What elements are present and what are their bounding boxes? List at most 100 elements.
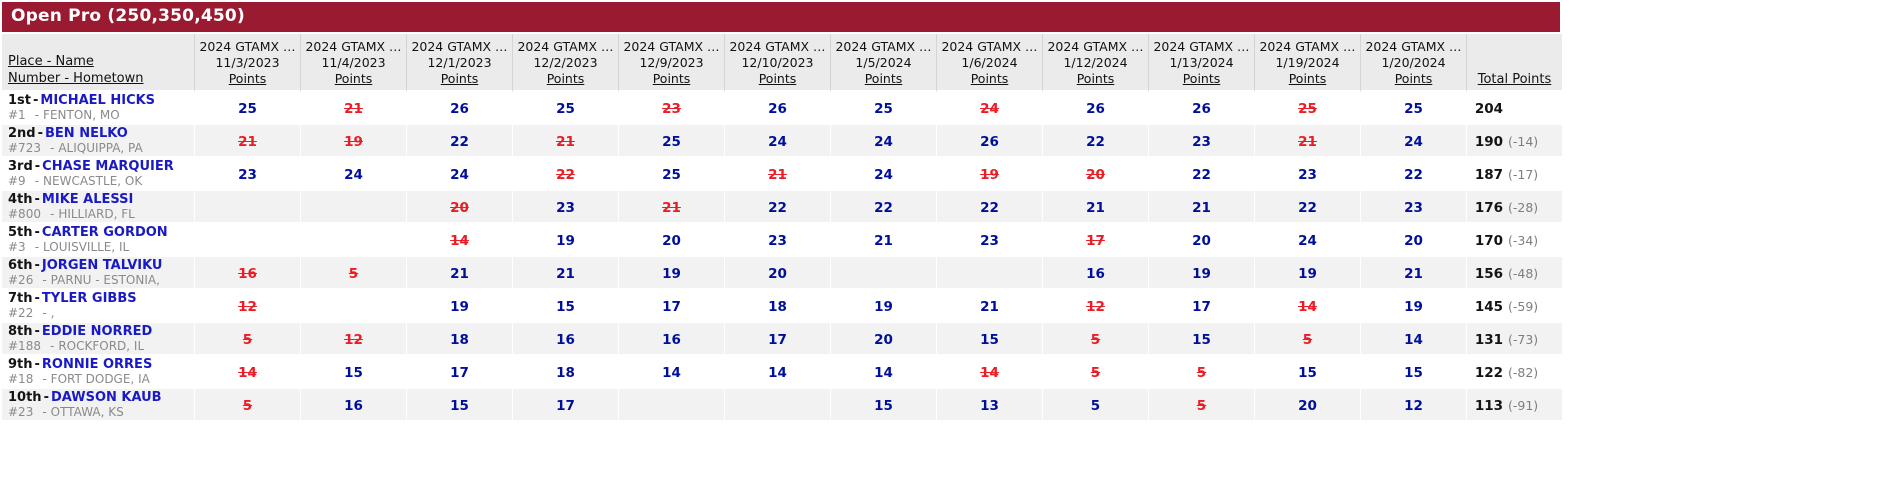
points-value: 18	[556, 365, 575, 381]
points-cell	[936, 257, 1042, 290]
rider-number-hometown: #800- HILLIARD, FL	[8, 207, 193, 221]
points-value: 14	[662, 365, 681, 381]
points-value: 24	[450, 167, 469, 183]
dropped-points-value: 5	[1090, 332, 1101, 348]
race-series-title: 2024 GTAMX …	[199, 39, 296, 54]
total-points-cell: 187 (-17)	[1466, 158, 1562, 191]
dropped-points-value: 24	[980, 101, 999, 117]
rider-place: 10th	[8, 390, 42, 405]
points-label: Points	[228, 71, 267, 86]
points-cell: 12	[300, 323, 406, 356]
points-value: 20	[1192, 233, 1211, 249]
separator: -	[34, 324, 40, 339]
rider-number: #22	[8, 306, 34, 320]
points-value: 16	[1086, 266, 1105, 282]
rider-hometown: FORT DODGE, IA	[50, 372, 150, 386]
points-cell: 20	[1042, 158, 1148, 191]
points-cell: 14	[936, 356, 1042, 389]
points-value: 19	[1298, 266, 1317, 282]
rider-name-link[interactable]: BEN NELKO	[45, 126, 128, 141]
rider-row: 6th - JORGEN TALVIKU #26- PARNU - ESTONIA, 16…	[2, 257, 1562, 290]
rider-name-link[interactable]: TYLER GIBBS	[41, 291, 137, 306]
points-value: 15	[980, 332, 999, 348]
points-cell: 21	[1360, 257, 1466, 290]
separator: -	[34, 192, 40, 207]
points-cell: 14	[194, 356, 300, 389]
rider-name-link[interactable]: EDDIE NORRED	[41, 324, 153, 339]
separator: -	[34, 159, 41, 174]
points-value: 23	[556, 200, 575, 216]
rider-number: #723	[8, 141, 41, 155]
rider-number: #3	[8, 240, 26, 254]
separator: -	[33, 93, 39, 108]
rider-place: 7th	[8, 291, 33, 306]
points-value: 22	[1298, 200, 1317, 216]
points-value: 25	[662, 167, 681, 183]
points-cell	[300, 224, 406, 257]
rider-row: 9th - RONNIE ORRES #18- FORT DODGE, IA 14 15 17…	[2, 356, 1562, 389]
rider-number-hometown: #9- NEWCASTLE, OK	[8, 174, 193, 188]
rider-hometown: HILLIARD, FL	[58, 207, 135, 221]
points-cell: 19	[406, 290, 512, 323]
points-cell: 5	[1042, 356, 1148, 389]
rider-name-link[interactable]: MICHAEL HICKS	[40, 93, 156, 108]
rider-place: 6th	[8, 258, 33, 273]
rider-name-link[interactable]: RONNIE ORRES	[41, 357, 153, 372]
rider-name-link[interactable]: CARTER GORDON	[41, 225, 168, 240]
race-date: 1/19/2024	[1275, 55, 1340, 70]
points-value: 20	[1404, 233, 1423, 249]
points-cell: 22	[830, 191, 936, 224]
points-cell: 22	[1360, 158, 1466, 191]
rider-place-name: 5th - CARTER GORDON	[8, 225, 193, 240]
points-label: Points	[546, 71, 585, 86]
race-date: 1/20/2024	[1381, 55, 1446, 70]
race-series-title: 2024 GTAMX …	[1365, 39, 1462, 54]
points-value: 23	[768, 233, 787, 249]
total-points-value: 122	[1474, 365, 1503, 381]
race-column-header: 2024 GTAMX … 11/4/2023 Points	[300, 34, 406, 92]
points-value: 25	[662, 134, 681, 150]
points-cell: 15	[512, 290, 618, 323]
dropped-points-value: 14	[1298, 299, 1317, 315]
rider-number: #26	[8, 273, 34, 287]
points-value: 20	[874, 332, 893, 348]
points-cell: 24	[936, 92, 1042, 125]
dropped-points-value: 21	[768, 167, 787, 183]
points-cell: 25	[512, 92, 618, 125]
points-cell: 16	[300, 389, 406, 422]
rider-number-hometown: #18- FORT DODGE, IA	[8, 372, 193, 386]
rider-place: 1st	[8, 93, 31, 108]
points-value: 17	[450, 365, 469, 381]
points-value: 25	[1404, 101, 1423, 117]
rider-place-name: 7th - TYLER GIBBS	[8, 291, 193, 306]
points-cell: 18	[724, 290, 830, 323]
points-cell: 26	[936, 125, 1042, 158]
points-value: 24	[768, 134, 787, 150]
points-value: 18	[450, 332, 469, 348]
dropped-points-value: 12	[344, 332, 363, 348]
rider-number-hometown: #22-,	[8, 306, 193, 320]
dropped-points-value: 5	[1302, 332, 1313, 348]
points-value: 26	[1192, 101, 1211, 117]
rider-name-link[interactable]: CHASE MARQUIER	[42, 159, 174, 174]
points-cell: 15	[406, 389, 512, 422]
points-value: 22	[980, 200, 999, 216]
points-value: 19	[556, 233, 575, 249]
race-series-title: 2024 GTAMX …	[1047, 39, 1144, 54]
dropped-points-value: 14	[238, 365, 257, 381]
rider-row: 1st - MICHAEL HICKS #1- FENTON, MO 25 21 26 25 23…	[2, 92, 1562, 125]
points-cell: 26	[724, 92, 830, 125]
rider-name-link[interactable]: MIKE ALESSI	[41, 192, 134, 207]
points-cell: 24	[406, 158, 512, 191]
points-value: 21	[450, 266, 469, 282]
points-value: 21	[1404, 266, 1423, 282]
rider-number: #188	[8, 339, 41, 353]
points-cell: 20	[1360, 224, 1466, 257]
rider-name-link[interactable]: JORGEN TALVIKU	[41, 258, 163, 273]
rider-name-link[interactable]: DAWSON KAUB	[50, 390, 162, 405]
dropped-points-value: 5	[242, 398, 253, 414]
points-cell: 12	[1042, 290, 1148, 323]
race-date: 1/6/2024	[961, 55, 1018, 70]
dropped-points-value: 22	[556, 167, 575, 183]
points-value: 19	[662, 266, 681, 282]
